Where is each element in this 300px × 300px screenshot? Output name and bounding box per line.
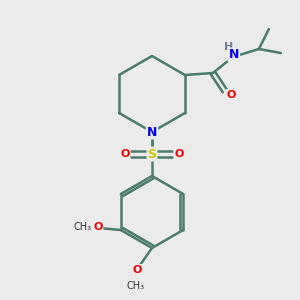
Text: O: O xyxy=(93,222,103,232)
Text: O: O xyxy=(174,149,184,159)
Text: O: O xyxy=(132,265,142,275)
Text: N: N xyxy=(147,125,157,139)
Text: O: O xyxy=(120,149,130,159)
Text: O: O xyxy=(226,90,236,100)
Text: S: S xyxy=(148,148,157,160)
Text: N: N xyxy=(229,49,239,62)
Text: CH₃: CH₃ xyxy=(127,281,145,291)
Text: CH₃: CH₃ xyxy=(74,222,92,232)
Text: H: H xyxy=(224,42,233,52)
